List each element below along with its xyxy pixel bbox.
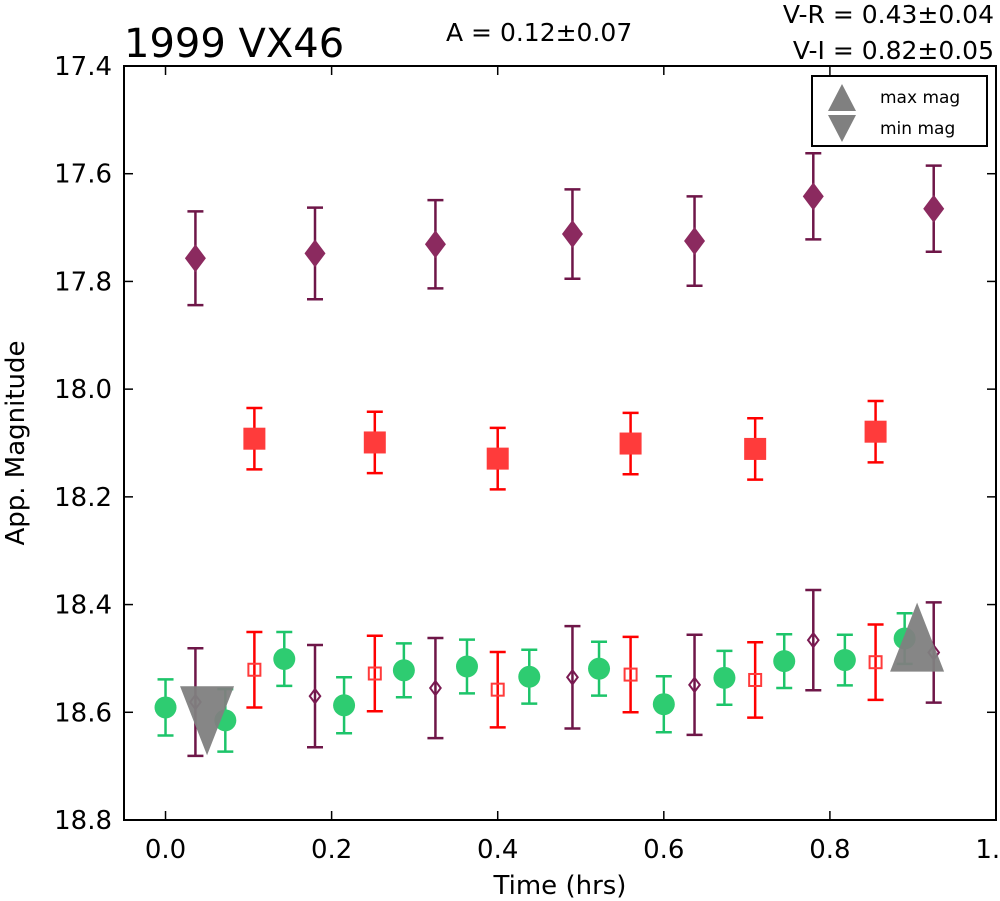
series-3-point-2 xyxy=(428,679,442,697)
x-tick-label-5: 1.0 xyxy=(975,835,1000,865)
y-tick-label-7: 18.8 xyxy=(54,806,112,836)
x-tick-label-2: 0.4 xyxy=(477,835,518,865)
legend-min-mag-marker xyxy=(828,115,856,142)
color-index-vi: V-I = 0.82±0.05 xyxy=(793,36,994,65)
series-2-point-9 xyxy=(713,666,736,689)
series-1-point-3 xyxy=(619,432,642,455)
series-2-point-2 xyxy=(273,647,296,670)
legend-min-mag-label: min mag xyxy=(880,119,955,139)
series-2-point-11 xyxy=(833,649,856,672)
series-1-point-0 xyxy=(243,427,266,450)
series-4-point-5 xyxy=(868,655,883,670)
series-2-point-8 xyxy=(652,693,675,716)
extrema-marker-0 xyxy=(180,686,235,756)
color-index-vr: V-R = 0.43±0.04 xyxy=(783,0,994,29)
y-axis-label: App. Magnitude xyxy=(1,340,31,545)
series-1-point-5 xyxy=(864,420,887,443)
series-4-point-4 xyxy=(748,672,763,687)
series-4-point-1 xyxy=(367,666,382,681)
series-2-point-3 xyxy=(333,694,356,717)
axis-ticks: 0.0 0.2 0.4 0.6 0.8 1.0 17.4 17.6 17.8 18.0 18.2 18… xyxy=(54,52,1000,865)
series-2-point-4 xyxy=(392,659,415,682)
x-tick-label-3: 0.6 xyxy=(643,835,684,865)
series-0-point-2 xyxy=(424,230,446,259)
series-4-point-3 xyxy=(623,667,638,682)
series-1-point-1 xyxy=(363,431,386,454)
legend: max mag min mag xyxy=(811,75,988,147)
series-0-point-3 xyxy=(561,220,583,249)
series-3-point-4 xyxy=(688,676,702,694)
x-tick-label-0: 0.0 xyxy=(145,835,186,865)
y-tick-label-4: 18.2 xyxy=(54,483,112,513)
series-2-point-10 xyxy=(773,650,796,673)
x-tick-label-1: 0.2 xyxy=(311,835,352,865)
amplitude-label: A = 0.12±0.07 xyxy=(446,18,632,47)
y-tick-label-5: 18.4 xyxy=(54,591,112,621)
series-2-point-0 xyxy=(154,696,177,719)
plot-area xyxy=(154,151,945,758)
series-2-point-5 xyxy=(455,655,478,678)
series-3-point-5 xyxy=(806,631,820,649)
y-tick-label-0: 17.4 xyxy=(54,52,112,82)
axes-frame xyxy=(123,65,997,821)
y-tick-label-2: 17.8 xyxy=(54,267,112,297)
y-tick-label-3: 18.0 xyxy=(54,375,112,405)
legend-max-mag-label: max mag xyxy=(880,88,960,108)
legend-max-mag-marker xyxy=(828,84,856,111)
series-1-point-4 xyxy=(744,437,767,460)
series-0-point-1 xyxy=(304,239,326,268)
series-4-point-0 xyxy=(247,662,262,677)
x-axis-label: Time (hrs) xyxy=(493,871,627,901)
series-2-point-7 xyxy=(588,657,611,680)
series-0-point-5 xyxy=(802,182,824,211)
series-3-point-1 xyxy=(308,687,322,705)
series-1-point-2 xyxy=(486,447,509,470)
series-3-point-3 xyxy=(565,668,579,686)
series-0-point-6 xyxy=(923,194,945,223)
x-tick-label-4: 0.8 xyxy=(809,835,850,865)
chart-title: 1999 VX46 xyxy=(124,21,344,67)
series-2-point-6 xyxy=(518,665,541,688)
y-tick-label-6: 18.6 xyxy=(54,698,112,728)
series-4-point-2 xyxy=(490,682,505,697)
y-tick-label-1: 17.6 xyxy=(54,160,112,190)
extrema-marker-1 xyxy=(890,602,945,672)
series-0-point-4 xyxy=(684,227,706,256)
series-0-point-0 xyxy=(184,244,206,273)
